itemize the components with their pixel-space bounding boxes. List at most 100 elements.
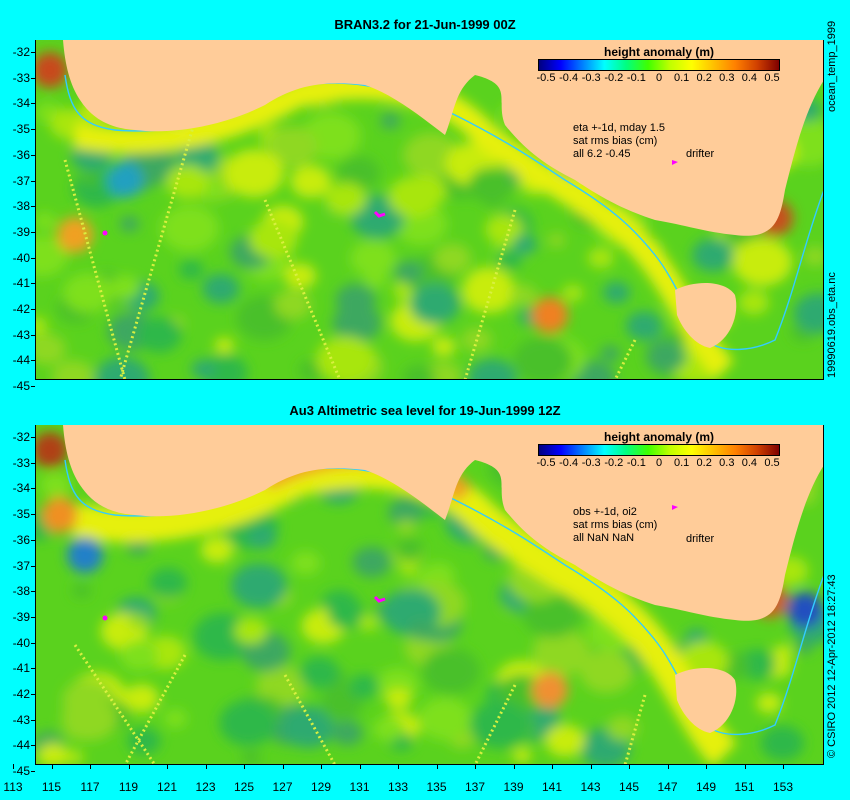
panel2-stats-note: obs +-1d, oi2 sat rms bias (cm) all NaN … <box>573 506 657 545</box>
colorbar-tick-label: -0.3 <box>581 457 601 469</box>
y-tick-label: -39 <box>12 609 30 624</box>
note-line: all 6.2 -0.45 <box>573 148 631 160</box>
panel2-drifter-label: drifter <box>686 533 715 545</box>
y-tick-label: -39 <box>12 224 30 239</box>
y-tick <box>31 52 35 53</box>
panel1-drifter-label: drifter <box>686 148 715 160</box>
colorbar-tick-label: -0.5 <box>536 72 556 84</box>
colorbar-tick-label: 0.5 <box>764 72 780 84</box>
panel1-map <box>35 40 824 380</box>
colorbar-tick-label: 0 <box>655 72 663 84</box>
panel2-map <box>35 425 824 765</box>
x-tick-label: 153 <box>772 780 794 794</box>
x-tick <box>167 764 168 769</box>
y-tick <box>31 77 35 79</box>
x-tick <box>321 764 322 769</box>
x-tick-label: 117 <box>80 780 100 794</box>
note-line: obs +-1d, oi2 <box>573 506 637 518</box>
x-tick <box>51 764 53 769</box>
y-tick <box>31 437 35 438</box>
x-tick-label: 133 <box>387 780 409 794</box>
y-tick-label: -44 <box>12 738 30 753</box>
x-tick <box>552 764 553 769</box>
panel1-side-label: 19990619.obs_eta.nc <box>826 272 838 378</box>
colorbar-strip <box>538 59 780 71</box>
y-tick-label: -40 <box>12 635 30 650</box>
x-tick <box>783 764 784 769</box>
y-tick <box>31 719 35 721</box>
colorbar-tick-label: 0.2 <box>696 72 712 84</box>
y-tick-label: -33 <box>12 70 30 85</box>
y-tick-label: -32 <box>12 430 30 444</box>
y-tick-label: -45 <box>12 764 30 779</box>
y-tick-label: -45 <box>12 379 30 394</box>
x-tick <box>706 764 707 769</box>
panel2-side-label: © CSIRO 2012 12-Apr-2012 18:27:43 <box>826 574 838 758</box>
y-tick <box>31 129 35 131</box>
panel1-stats-note: eta +-1d, mday 1.5 sat rms bias (cm) all… <box>573 122 665 161</box>
x-tick <box>359 764 361 769</box>
x-tick <box>13 764 14 769</box>
x-tick <box>205 764 207 769</box>
panel1-title: BRAN3.2 for 21-Jun-1999 00Z <box>334 17 516 32</box>
x-tick <box>282 764 284 769</box>
colorbar-tick-label: 0.4 <box>741 457 758 469</box>
colorbar-tick-label: -0.4 <box>559 72 579 84</box>
y-tick-label: -43 <box>12 712 30 727</box>
colorbar-tick-label: -0.1 <box>626 72 646 84</box>
colorbar-tick-label: -0.3 <box>581 72 601 84</box>
x-tick-label: 127 <box>272 780 293 794</box>
y-tick <box>31 488 35 490</box>
colorbar-tick-labels: -0.5 -0.4 -0.3 -0.2 -0.1 0 0.1 0.2 0.3 0.4 0.5 <box>536 71 780 85</box>
panel2-title: Au3 Altimetric sea level for 19-Jun-1999… <box>289 403 561 418</box>
colorbar-tick-label: -0.1 <box>626 457 646 469</box>
x-tick <box>128 764 130 769</box>
colorbar-tick-label: 0.3 <box>719 457 735 469</box>
x-tick <box>90 764 91 769</box>
y-tick-label: -33 <box>12 455 30 470</box>
y-tick <box>31 283 35 285</box>
colorbar-tick-label: 0.4 <box>741 72 758 84</box>
y-tick-label: -44 <box>12 353 30 368</box>
x-tick-label: 129 <box>310 780 332 794</box>
y-tick <box>31 360 35 362</box>
panel2-colorbar: height anomaly (m) -0.5 -0.4 -0.3 -0.2 -0.1 0… <box>536 430 780 470</box>
x-tick <box>244 764 245 769</box>
x-tick <box>744 764 746 769</box>
colorbar-tick-label: 0.1 <box>673 72 690 84</box>
y-tick <box>31 257 35 259</box>
x-tick-label: 121 <box>156 780 178 794</box>
x-tick-label: 135 <box>426 780 447 794</box>
y-tick-label: -40 <box>12 250 30 265</box>
y-tick <box>31 616 35 618</box>
x-tick <box>667 764 669 769</box>
y-tick <box>31 231 35 233</box>
y-tick <box>31 565 35 567</box>
y-tick-label: -41 <box>12 276 30 291</box>
y-tick-label: -36 <box>12 147 30 162</box>
x-tick-label: 131 <box>349 780 370 794</box>
y-tick-label: -37 <box>12 558 30 573</box>
x-tick <box>398 764 399 769</box>
y-tick <box>31 539 35 541</box>
panel1-colorbar: height anomaly (m) -0.5 -0.4 -0.3 -0.2 -0.1 0… <box>536 45 780 85</box>
colorbar-tick-label: -0.2 <box>604 457 624 469</box>
y-tick <box>31 206 35 208</box>
y-tick-label: -38 <box>12 199 30 214</box>
colorbar-tick-label: 0 <box>655 457 663 469</box>
y-tick <box>31 309 35 310</box>
x-tick <box>513 764 515 769</box>
y-tick <box>31 771 35 773</box>
x-tick <box>590 764 592 769</box>
x-tick-label: 123 <box>195 780 216 794</box>
y-tick <box>31 103 35 105</box>
colorbar-tick-label: -0.5 <box>536 457 556 469</box>
x-tick-label: 139 <box>503 780 524 794</box>
note-line: eta +-1d, mday 1.5 <box>573 122 666 134</box>
y-tick <box>31 180 35 182</box>
y-tick-label: -42 <box>12 687 30 701</box>
x-tick <box>629 764 630 769</box>
y-tick <box>31 386 35 388</box>
y-tick-label: -34 <box>12 96 30 111</box>
x-tick-label: 115 <box>41 780 62 794</box>
